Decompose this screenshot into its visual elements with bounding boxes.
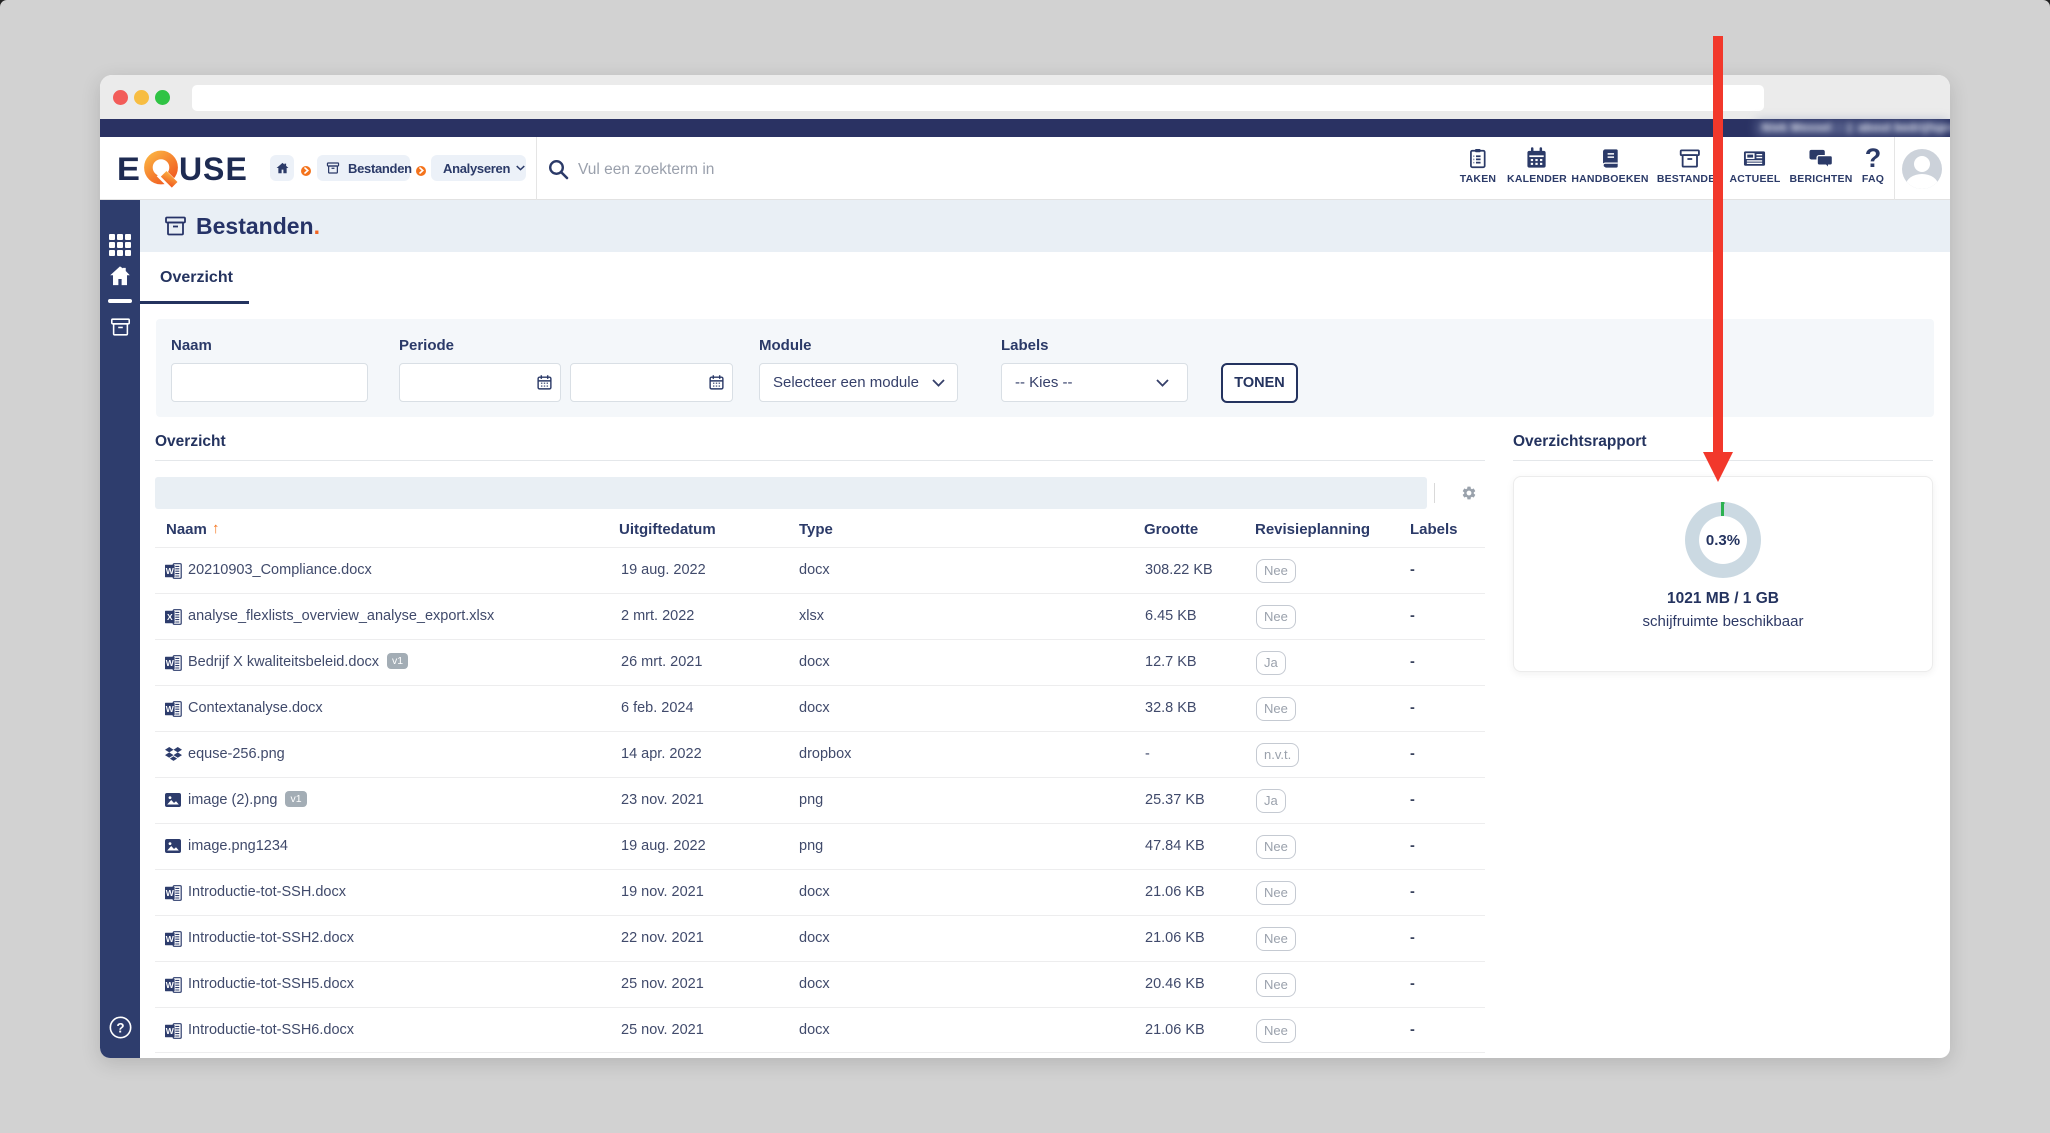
svg-text:E: E [118, 152, 140, 188]
svg-text:E: E [226, 151, 247, 187]
svg-text:W: W [166, 658, 175, 668]
svg-text:W: W [166, 566, 175, 576]
svg-text:W: W [166, 888, 175, 898]
svg-text:W: W [166, 980, 175, 990]
svg-text:W: W [166, 1026, 175, 1036]
svg-text:W: W [166, 934, 175, 944]
svg-text:S: S [203, 151, 224, 187]
svg-text:X: X [167, 612, 173, 622]
svg-text:W: W [166, 704, 175, 714]
svg-text:?: ? [116, 1020, 124, 1035]
svg-text:U: U [179, 151, 202, 187]
